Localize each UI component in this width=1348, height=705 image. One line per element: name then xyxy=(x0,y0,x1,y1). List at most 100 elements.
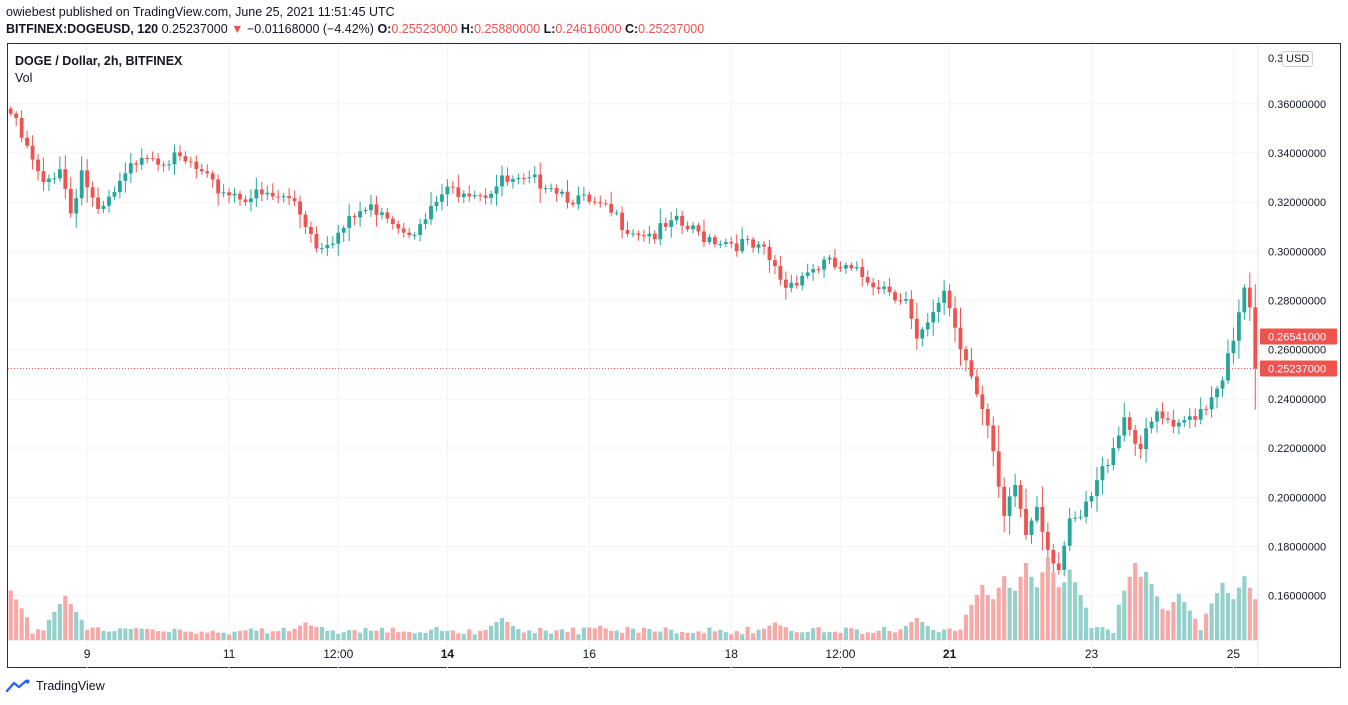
candle-body xyxy=(112,192,117,197)
candle-body xyxy=(341,227,346,233)
footer-branding[interactable]: TradingView xyxy=(6,679,105,693)
volume-bar xyxy=(123,628,128,640)
symbol-ohlc-line: BITFINEX:DOGEUSD, 120 0.25237000 ▼ −0.01… xyxy=(6,22,704,36)
volume-bar xyxy=(931,629,936,640)
candle-body xyxy=(925,322,930,330)
candle-body xyxy=(789,282,794,288)
candle-body xyxy=(1215,388,1219,398)
candle-body xyxy=(827,257,832,260)
volume-bar xyxy=(620,632,625,640)
candle-body xyxy=(194,161,199,170)
currency-badge[interactable]: USD xyxy=(1282,51,1314,67)
candle-body xyxy=(1155,411,1159,422)
volume-bar xyxy=(1198,630,1203,640)
volume-bar xyxy=(341,632,346,640)
volume-bar xyxy=(319,627,324,640)
candle-body xyxy=(538,174,543,189)
candle-body xyxy=(1116,435,1121,449)
low-value: 0.24616000 xyxy=(555,22,622,36)
price-tick-label-top: 0.3 xyxy=(1268,53,1283,65)
open-label: O: xyxy=(377,22,392,36)
candle-body xyxy=(303,214,308,227)
volume-bar xyxy=(570,627,576,640)
volume-bar xyxy=(325,630,330,640)
candle-body xyxy=(1226,353,1230,381)
candle-body xyxy=(598,202,603,204)
time-tick-label: 21 xyxy=(943,647,957,661)
candle-body xyxy=(729,241,734,244)
volume-bar xyxy=(46,619,52,640)
volume-bar xyxy=(865,632,870,640)
volume-bar xyxy=(303,622,308,640)
volume-bar xyxy=(942,629,947,640)
volume-bar xyxy=(827,631,832,640)
candle-body xyxy=(996,451,1001,487)
candle-body xyxy=(1171,419,1176,427)
volume-bar xyxy=(221,632,226,640)
candle-body xyxy=(936,302,941,312)
volume-bar xyxy=(1138,576,1143,640)
candle-body xyxy=(647,233,652,237)
candle-body xyxy=(1247,287,1252,308)
candle-body xyxy=(407,232,412,236)
tradingview-logo-icon xyxy=(6,679,30,693)
candle-body xyxy=(412,234,417,236)
volume-bar xyxy=(892,632,898,640)
volume-bar xyxy=(641,627,646,640)
candle-body xyxy=(183,156,188,162)
volume-bar xyxy=(259,628,264,640)
candle-body xyxy=(232,193,237,196)
volume-bar xyxy=(538,627,543,640)
volume-bar xyxy=(532,633,537,640)
candle-body xyxy=(1138,443,1143,450)
volume-bar xyxy=(761,628,767,640)
candle-body xyxy=(532,174,537,178)
candle-body xyxy=(931,311,936,323)
volume-bar xyxy=(767,625,772,640)
candle-body xyxy=(843,264,848,269)
candle-body xyxy=(1100,466,1105,481)
volume-bar xyxy=(652,631,657,640)
volume-bar xyxy=(248,628,253,640)
volume-bar xyxy=(456,633,461,640)
candle-body xyxy=(379,212,384,215)
volume-bar xyxy=(805,631,810,640)
price-tick-label: 0.34000000 xyxy=(1268,148,1326,160)
volume-bar xyxy=(57,603,62,640)
candle-body xyxy=(418,224,423,235)
candle-body xyxy=(117,180,122,193)
volume-bar xyxy=(156,631,161,640)
volume-bar xyxy=(297,625,303,640)
volume-bar xyxy=(559,629,565,640)
time-tick-label: 18 xyxy=(725,647,739,661)
candle-body xyxy=(216,179,221,194)
candle-body xyxy=(401,228,406,233)
volume-bar xyxy=(489,625,494,640)
candle-body xyxy=(478,195,483,197)
candle-body xyxy=(669,220,674,227)
candle-body xyxy=(887,286,892,293)
volume-bar xyxy=(832,631,838,640)
volume-bar xyxy=(478,630,483,640)
volume-bar xyxy=(368,630,374,640)
candle-body xyxy=(609,203,614,213)
volume-bar xyxy=(1242,576,1247,640)
volume-bar xyxy=(177,629,183,640)
candle-body xyxy=(107,196,111,206)
candle-body xyxy=(860,267,865,278)
candle-body xyxy=(592,201,597,203)
current-price-label-box xyxy=(1260,328,1337,345)
volume-bar xyxy=(63,596,68,640)
candle-body xyxy=(783,279,788,288)
candle-body xyxy=(980,394,985,410)
candle-body xyxy=(1231,340,1236,354)
volume-bar xyxy=(1100,627,1105,640)
candle-body xyxy=(494,186,499,194)
volume-bar xyxy=(920,621,925,640)
candle-body xyxy=(47,178,51,183)
candle-body xyxy=(691,225,695,230)
volume-bar xyxy=(210,630,215,640)
down-arrow-icon: ▼ xyxy=(231,22,244,36)
volume-bar xyxy=(871,633,876,640)
